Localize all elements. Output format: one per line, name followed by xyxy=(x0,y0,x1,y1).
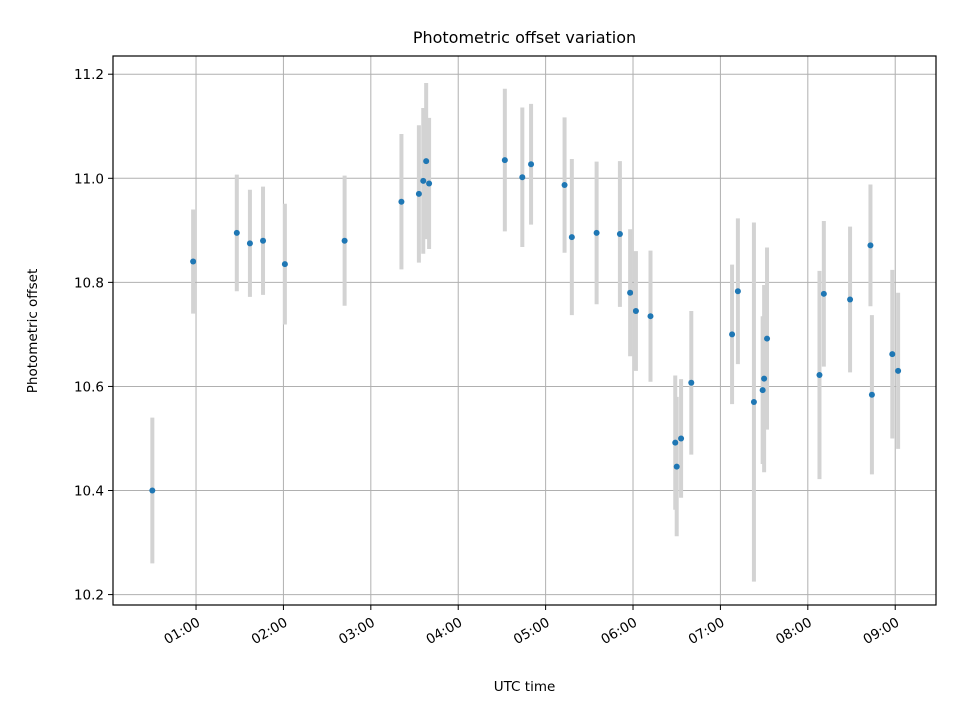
data-point xyxy=(190,258,197,265)
data-point xyxy=(528,161,535,168)
y-tick-label: 10.2 xyxy=(74,588,104,604)
plot-frame xyxy=(112,55,937,606)
data-point xyxy=(415,190,422,197)
y-axis-ticks: 10.2 10.4 10.6 10.8 11.0 11.2 xyxy=(74,67,113,604)
data-point xyxy=(341,237,348,244)
y-tick-label: 11.0 xyxy=(74,171,104,187)
data-point xyxy=(729,331,736,338)
data-points xyxy=(149,157,902,494)
data-point xyxy=(616,230,623,237)
data-point xyxy=(764,335,771,342)
x-tick-label: 06:00 xyxy=(598,615,640,648)
data-point xyxy=(627,289,634,296)
data-point xyxy=(750,399,757,406)
x-tick-label: 01:00 xyxy=(161,615,203,648)
x-tick-label: 03:00 xyxy=(336,615,378,648)
data-point xyxy=(260,237,267,244)
data-point xyxy=(593,229,600,236)
x-tick-label: 05:00 xyxy=(511,615,553,648)
x-tick-label: 02:00 xyxy=(249,615,291,648)
data-point xyxy=(759,387,766,394)
data-point xyxy=(672,439,679,446)
data-point xyxy=(420,177,427,184)
x-tick-label: 07:00 xyxy=(686,615,728,648)
data-point xyxy=(761,375,768,382)
data-point xyxy=(281,261,288,268)
data-point xyxy=(867,242,874,249)
data-point xyxy=(820,290,827,297)
x-axis-label: UTC time xyxy=(494,679,556,695)
y-tick-label: 10.8 xyxy=(74,275,104,291)
y-axis-label: Photometric offset xyxy=(25,269,41,393)
data-point xyxy=(423,158,430,165)
data-point xyxy=(678,435,685,442)
data-point xyxy=(632,307,639,314)
data-point xyxy=(149,487,156,494)
x-tick-label: 04:00 xyxy=(424,615,466,648)
data-point xyxy=(561,182,568,189)
data-point xyxy=(426,180,433,187)
data-point xyxy=(734,288,741,295)
data-point xyxy=(647,313,654,320)
data-point xyxy=(233,229,240,236)
x-tick-label: 08:00 xyxy=(773,615,815,648)
data-point xyxy=(868,391,875,398)
data-point xyxy=(398,198,405,205)
grid xyxy=(113,56,936,605)
x-axis-ticks: 01:00 02:00 03:00 04:00 05:00 06:00 07:00 08:00… xyxy=(161,605,902,648)
data-point xyxy=(816,371,823,378)
data-point xyxy=(847,296,854,303)
chart-title: Photometric offset variation xyxy=(413,28,636,47)
data-point xyxy=(246,240,253,247)
y-tick-label: 10.4 xyxy=(74,484,104,500)
x-tick-label: 09:00 xyxy=(861,615,903,648)
data-point xyxy=(895,367,902,374)
data-point xyxy=(501,157,508,164)
data-point xyxy=(889,351,896,358)
error-bars xyxy=(150,83,901,582)
y-tick-label: 10.6 xyxy=(74,379,104,395)
data-point xyxy=(519,174,526,181)
data-point xyxy=(673,463,680,470)
y-tick-label: 11.2 xyxy=(74,67,104,83)
data-point xyxy=(688,379,695,386)
data-point xyxy=(568,234,575,241)
